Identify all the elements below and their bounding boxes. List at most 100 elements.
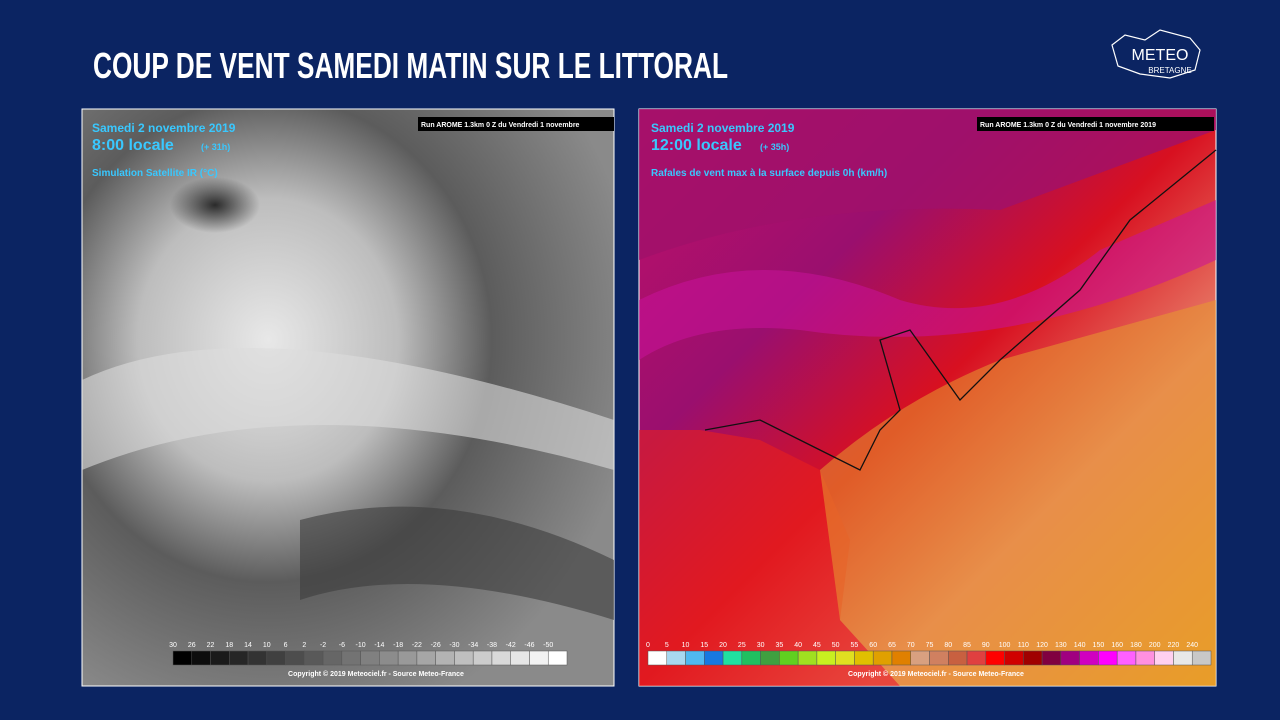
cloud-band [82,348,614,470]
scale-label: 55 [851,642,859,649]
scale-swatch [1023,650,1043,666]
scale-swatch [872,650,893,666]
scale-label: -14 [374,642,384,649]
inland-gust-area [820,300,1216,686]
scale-label: 240 [1186,642,1198,649]
scale-swatch [948,650,968,666]
scale-label: 80 [944,642,952,649]
scale-label: 30 [169,642,177,649]
scale-swatch [416,650,436,666]
scale-label: 180 [1130,642,1142,649]
coastal-gust-area [639,430,900,686]
scale-swatch [472,650,493,666]
scale-swatch [760,650,780,666]
scale-swatch [360,650,380,666]
scale-swatch [172,650,193,666]
scale-label: -38 [487,642,497,649]
scale-label: 220 [1168,642,1180,649]
scale-label: 15 [700,642,708,649]
scale-swatch [210,650,230,666]
scale-label: -22 [412,642,422,649]
strong-gust-area [639,109,1216,260]
logo-text: METEO [1132,47,1189,64]
scale-swatch [322,650,343,666]
scale-label: 75 [926,642,934,649]
copyright: Copyright © 2019 Meteociel.fr - Source M… [848,670,1024,678]
scale-swatch [1116,650,1137,666]
clear-area [300,506,614,620]
scale-swatch [666,650,686,666]
scale-label: 100 [999,642,1011,649]
scale-swatch [816,650,836,666]
scale-label: 85 [963,642,971,649]
scale-swatch [685,650,705,666]
map-lead: (+ 35h) [760,142,789,152]
scale-label: 60 [869,642,877,649]
scale-swatch [704,650,724,666]
scale-label: 22 [207,642,215,649]
coastline [704,149,1217,471]
map-time: 12:00 locale [651,137,742,154]
scale-swatch [435,650,455,666]
scale-label: 40 [794,642,802,649]
scale-label: 35 [775,642,783,649]
scale-label: 110 [1018,642,1029,649]
scale-label: -30 [449,642,459,649]
scale-swatch [741,650,761,666]
scale-swatch [529,650,549,666]
scale-swatch [854,650,874,666]
map-date: Samedi 2 novembre 2019 [92,121,236,135]
scale-swatch [1098,650,1118,666]
scale-label: 2 [302,642,306,649]
scale-label: -26 [431,642,441,649]
scale-swatch [266,650,286,666]
logo-subtext: BRETAGNE [1148,66,1191,75]
scale-swatch [229,650,249,666]
scale-label: 20 [719,642,727,649]
gust-band [639,200,1216,360]
scale-swatch [491,650,511,666]
run-box [418,117,614,131]
scale-swatch [722,650,743,666]
scale-label: -18 [393,642,403,649]
scale-swatch [966,650,987,666]
scale-label: -50 [543,642,553,649]
color-scale: 30 26 22 18 14 10 6 2 -2 -6 -10 -14 -18 -22 -26 -30 -34 -… [169,642,568,666]
scale-label: 120 [1036,642,1048,649]
map-lead: (+ 31h) [201,142,230,152]
scale-swatch [304,650,324,666]
map-date: Samedi 2 novembre 2019 [651,121,795,135]
map-product: Rafales de vent max à la surface depuis … [651,168,887,179]
scale-swatch [341,650,361,666]
scale-swatch [379,650,399,666]
scale-swatch [285,650,305,666]
scale-label: 160 [1111,642,1123,649]
scale-swatch [1173,650,1193,666]
scale-swatch [454,650,474,666]
scale-swatch [1079,650,1099,666]
scale-swatch [247,650,268,666]
scale-swatch [510,650,530,666]
scale-label: -42 [506,642,516,649]
scale-swatch [1060,650,1080,666]
scale-label: 45 [813,642,821,649]
scale-label: 90 [982,642,990,649]
scale-swatch [547,650,568,666]
scale-swatch [929,650,949,666]
scale-swatch [1154,650,1174,666]
scale-label: 10 [682,642,690,649]
scale-swatch [891,650,911,666]
scale-label: 10 [263,642,271,649]
scale-label: -6 [339,642,345,649]
scale-label: 5 [665,642,669,649]
scale-swatch [985,650,1005,666]
run-text: Run AROME 1.3km 0 Z du Vendredi 1 novemb… [421,122,580,129]
scale-swatch [1135,650,1155,666]
copyright: Copyright © 2019 Meteociel.fr - Source M… [288,670,464,678]
scale-swatch [779,650,799,666]
scale-swatch [191,650,211,666]
scale-label: 70 [907,642,915,649]
scale-label: -46 [524,642,534,649]
scale-label: 150 [1093,642,1105,649]
